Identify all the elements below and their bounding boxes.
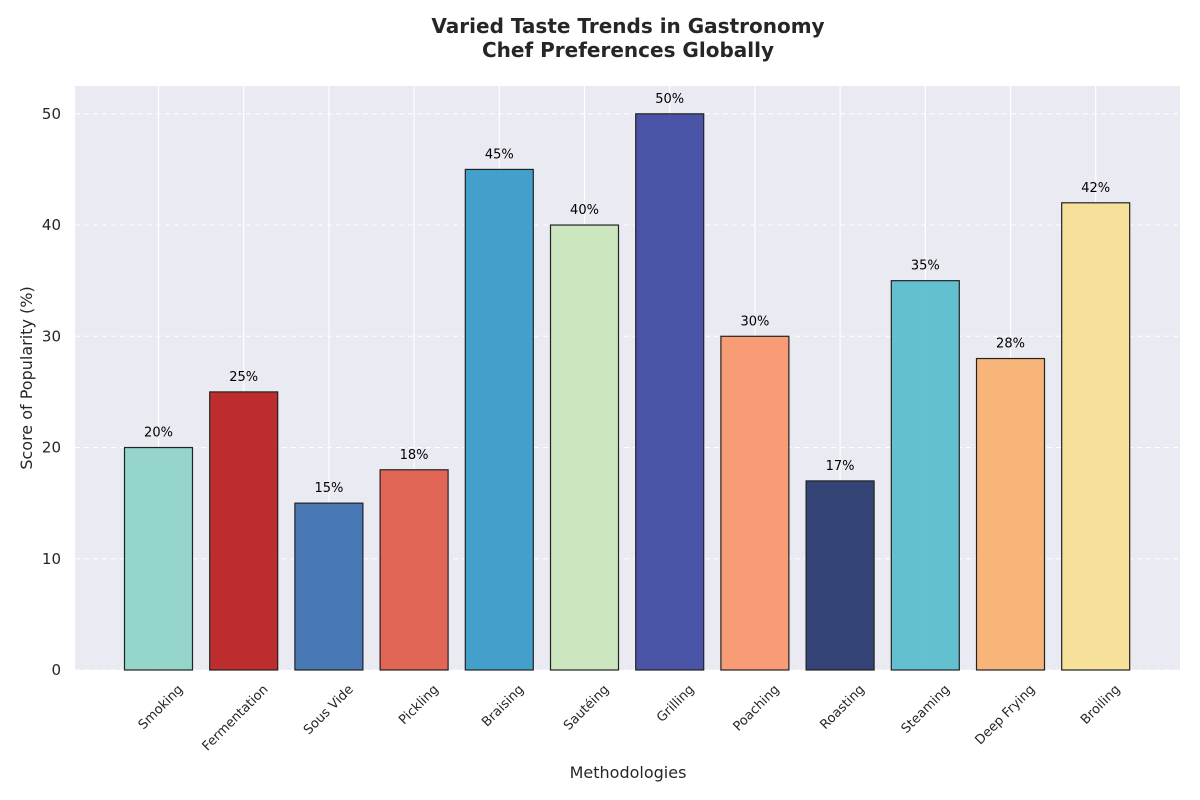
x-tick-label: Pickling — [396, 682, 442, 728]
bar — [464, 168, 534, 671]
bar — [975, 357, 1046, 671]
y-axis-label: Score of Popularity (%) — [17, 286, 36, 469]
bar — [890, 280, 960, 671]
bar — [379, 469, 449, 671]
bar — [805, 480, 875, 671]
x-tick-label: Fermentation — [200, 682, 272, 754]
y-tick-label: 20 — [42, 439, 61, 457]
bar — [549, 224, 620, 671]
bar-value-label: 17% — [826, 459, 855, 474]
chart-title-line-2: Chef Preferences Globally — [481, 38, 775, 62]
x-tick-label: Deep Frying — [973, 682, 1039, 748]
x-tick-label: Smoking — [136, 682, 187, 733]
bar-value-label: 40% — [570, 203, 599, 218]
bar — [123, 446, 194, 671]
bar — [635, 113, 705, 671]
y-axis-ticks: 0 10 20 30 40 50 — [42, 105, 61, 679]
bar-value-label: 30% — [740, 314, 769, 329]
x-tick-label: Broiling — [1078, 682, 1123, 727]
x-axis-label: Methodologies — [570, 763, 687, 782]
bar — [1061, 202, 1131, 671]
bar — [209, 391, 279, 671]
bar-value-label: 28% — [996, 337, 1025, 352]
x-tick-label: Grilling — [654, 682, 697, 725]
x-tick-label: Braising — [479, 682, 527, 730]
y-tick-label: 40 — [42, 216, 61, 234]
chart-title-line-1: Varied Taste Trends in Gastronomy — [431, 14, 825, 38]
y-tick-label: 50 — [42, 105, 61, 123]
x-tick-label: Steaming — [899, 682, 954, 737]
x-tick-label: Sous Vide — [301, 682, 357, 738]
x-axis-ticks: Smoking Fermentation Sous Vide Pickling Brai… — [136, 682, 1124, 754]
bar — [294, 502, 364, 671]
bar-value-label: 35% — [911, 259, 940, 274]
bar-value-label: 15% — [314, 481, 343, 496]
bar-value-label: 18% — [400, 448, 429, 463]
x-tick-label: Poaching — [731, 682, 783, 734]
bar — [720, 335, 790, 671]
y-tick-label: 0 — [51, 661, 61, 679]
data-labels: 20% 25% 15% 18% 45% 40% 50% 30% 17% 35% 28% 42% — [144, 92, 1110, 496]
y-tick-label: 30 — [42, 327, 61, 345]
bar-value-label: 25% — [229, 370, 258, 385]
bars — [123, 113, 1131, 671]
x-tick-label: Roasting — [817, 682, 867, 732]
bar-value-label: 45% — [485, 147, 514, 162]
y-tick-label: 10 — [42, 550, 61, 568]
bar-value-label: 50% — [655, 92, 684, 107]
x-tick-label: Sautéing — [561, 682, 612, 733]
chart-title: Varied Taste Trends in Gastronomy Chef P… — [0, 14, 1200, 62]
bar-value-label: 20% — [144, 426, 173, 441]
bar-value-label: 42% — [1081, 181, 1110, 196]
